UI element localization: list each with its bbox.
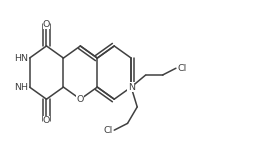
Text: O: O <box>77 95 84 104</box>
Text: N: N <box>128 83 135 92</box>
Text: Cl: Cl <box>103 126 113 135</box>
Text: Cl: Cl <box>178 64 187 73</box>
Text: NH: NH <box>14 83 28 92</box>
Text: O: O <box>43 116 50 125</box>
Text: HN: HN <box>14 54 28 63</box>
Text: O: O <box>43 20 50 29</box>
